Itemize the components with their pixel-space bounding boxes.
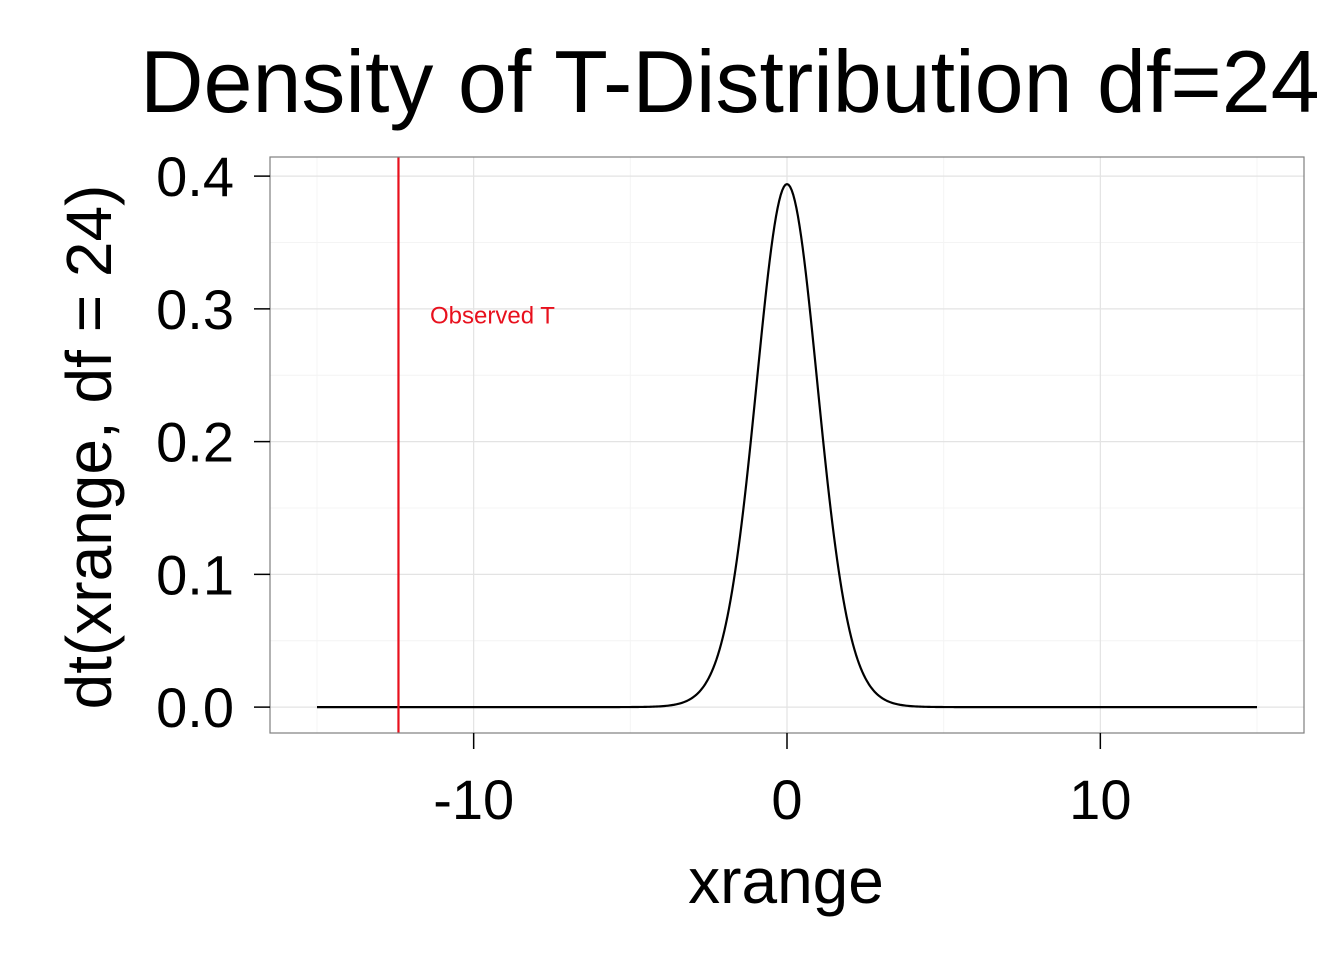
y-tick-label: 0.4	[156, 145, 234, 208]
y-tick-label: 0.0	[156, 676, 234, 739]
x-tick-label: 10	[1069, 768, 1131, 831]
chart-title: Density of T-Distribution df=24	[140, 32, 1320, 131]
x-tick-label: 0	[771, 768, 802, 831]
x-axis-label: xrange	[688, 845, 884, 917]
y-tick-label: 0.1	[156, 543, 234, 606]
plot-panel: Observed T	[254, 156, 1305, 749]
y-axis-label: dt(xrange, df = 24)	[53, 185, 125, 710]
observed-t-label: Observed T	[430, 303, 555, 330]
x-tick-label: -10	[433, 768, 514, 831]
density-curve	[317, 182, 1257, 709]
y-tick-label: 0.2	[156, 411, 234, 474]
y-tick-label: 0.3	[156, 278, 234, 341]
